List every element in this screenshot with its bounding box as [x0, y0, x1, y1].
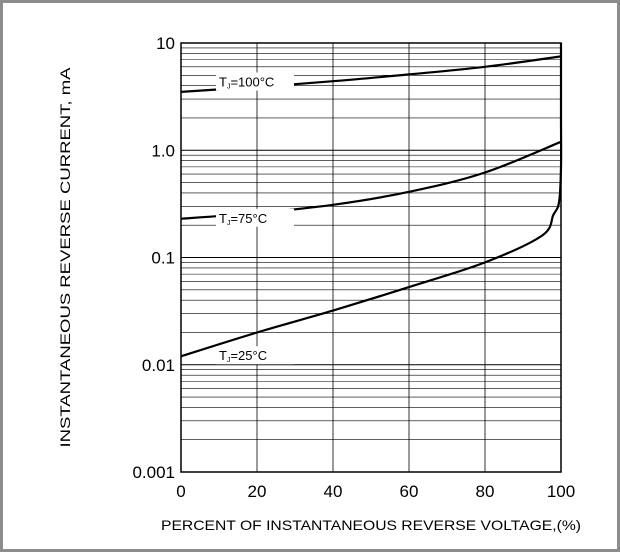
y-tick-label: 0.01	[142, 356, 175, 375]
curve-label-2: TJ=75°C	[219, 211, 267, 227]
series-line-2	[180, 140, 562, 220]
x-axis-title: PERCENT OF INSTANTANEOUS REVERSE VOLTAGE…	[161, 517, 581, 533]
y-tick-labels: 0.001 0.01 0.1 1.0 10	[132, 34, 175, 482]
x-tick-label: 40	[324, 482, 343, 501]
x-tick-label: 100	[547, 482, 575, 501]
x-tick-label: 20	[248, 482, 267, 501]
curve-label-bg	[216, 72, 294, 91]
x-tick-labels: 0 20 40 60 80 100	[176, 482, 575, 501]
curve-label-bg	[216, 208, 294, 227]
plot-border	[180, 42, 562, 473]
x-tick-label: 60	[400, 482, 419, 501]
curve-label-1: TJ=100°C	[219, 75, 274, 91]
y-axis-title: INSTANTANEOUS REVERSE CURRENT, mA	[57, 67, 73, 448]
y-tick-label: 1.0	[151, 141, 175, 160]
x-tick-label: 80	[476, 482, 495, 501]
curve-labels: TJ=100°C TJ=75°C TJ=25°C	[216, 72, 294, 365]
y-tick-label: 0.1	[151, 249, 175, 268]
curve-label-3: TJ=25°C	[219, 348, 267, 364]
grid	[181, 43, 561, 473]
curve-label-bg	[216, 346, 294, 365]
y-tick-label: 0.001	[132, 463, 175, 482]
series-line-3	[180, 43, 563, 358]
y-tick-label: 10	[156, 34, 175, 53]
x-tick-label: 0	[176, 482, 185, 501]
